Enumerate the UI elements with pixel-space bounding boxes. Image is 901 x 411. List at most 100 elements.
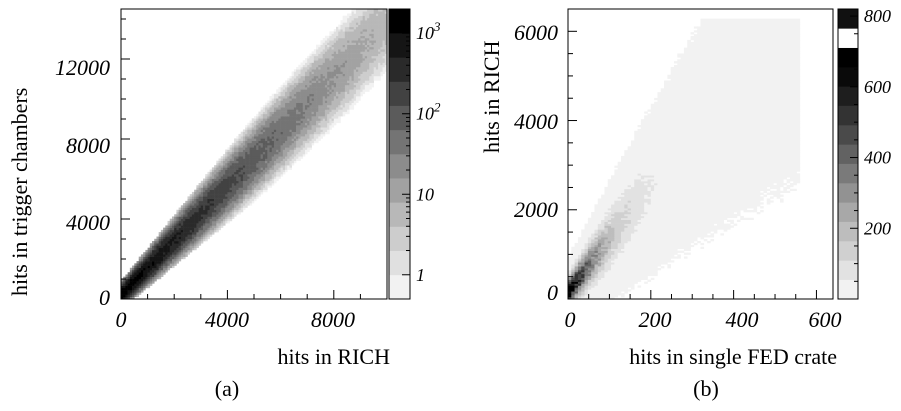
heatmap-cell xyxy=(336,98,339,101)
heatmap-cell xyxy=(198,198,202,202)
heatmap-cell xyxy=(607,196,612,199)
heatmap-cell xyxy=(129,287,133,291)
heatmap-cell xyxy=(247,200,250,204)
heatmap-cell xyxy=(183,256,186,260)
heatmap-cell xyxy=(324,89,328,92)
heatmap-cell xyxy=(340,55,343,59)
heatmap-cell xyxy=(309,89,312,92)
heatmap-cell xyxy=(614,169,618,172)
heatmap-cell xyxy=(617,206,622,209)
heatmap-cell xyxy=(342,96,346,99)
heatmap-cell xyxy=(574,293,579,296)
heatmap-cell xyxy=(574,277,579,280)
heatmap-cell xyxy=(617,173,622,176)
heatmap-cell xyxy=(220,225,224,228)
heatmap-cell xyxy=(289,80,292,83)
heatmap-cell xyxy=(258,154,261,157)
heatmap-cell xyxy=(327,129,330,132)
heatmap-cell xyxy=(351,15,355,19)
heatmap-cell xyxy=(351,60,355,63)
heatmap-cell xyxy=(273,145,277,148)
heatmap-cell xyxy=(234,200,237,204)
heatmap-cell xyxy=(251,198,255,202)
heatmap-cell xyxy=(309,60,312,63)
heatmap-cell xyxy=(621,171,625,174)
heatmap-cell xyxy=(152,267,155,271)
heatmap-cell xyxy=(594,242,599,246)
heatmap-cell xyxy=(313,98,317,101)
heatmap-cell xyxy=(293,118,297,121)
heatmap-cell xyxy=(311,122,315,126)
heatmap-cell xyxy=(349,20,352,23)
heatmap-cell xyxy=(229,165,233,168)
heatmap-cell xyxy=(327,44,330,48)
heatmap-cell xyxy=(627,281,632,284)
heatmap-cell xyxy=(251,187,255,190)
heatmap-cell xyxy=(378,9,381,12)
heatmap-cell xyxy=(132,272,135,275)
heatmap-cell xyxy=(627,264,632,267)
heatmap-cell xyxy=(320,118,324,121)
heatmap-cell xyxy=(267,122,270,126)
heatmap-cell xyxy=(183,234,186,237)
heatmap-cell xyxy=(285,96,288,99)
heatmap-cell xyxy=(196,220,199,224)
heatmap-cell xyxy=(300,87,304,90)
heatmap-cell xyxy=(203,205,206,208)
heatmap-cell xyxy=(621,161,625,164)
heatmap-cell xyxy=(160,272,164,275)
heatmap-cell xyxy=(316,131,319,135)
heatmap-cell xyxy=(587,248,592,251)
heatmap-cell xyxy=(269,96,273,99)
heatmap-cell xyxy=(307,71,310,74)
heatmap-cell xyxy=(318,138,321,141)
heatmap-cell xyxy=(249,198,253,202)
heatmap-cell xyxy=(121,292,124,295)
panel-a-label: (a) xyxy=(215,376,239,401)
heatmap-cell xyxy=(617,192,622,195)
heatmap-cell xyxy=(203,194,206,197)
heatmap-cell xyxy=(360,44,363,48)
heatmap-cell xyxy=(371,9,374,12)
heatmap-cell xyxy=(324,125,328,128)
heatmap-cell xyxy=(611,260,615,263)
heatmap-cell xyxy=(234,209,237,213)
heatmap-cell xyxy=(333,60,337,63)
heatmap-cell xyxy=(282,125,286,128)
heatmap-cell xyxy=(280,162,284,166)
heatmap-cell xyxy=(262,187,266,190)
heatmap-cell xyxy=(273,116,277,119)
heatmap-cell xyxy=(234,191,237,195)
heatmap-cell xyxy=(245,183,248,186)
heatmap-cell xyxy=(571,270,575,273)
heatmap-cell xyxy=(145,276,148,280)
heatmap-cell xyxy=(214,187,217,190)
heatmap-cell xyxy=(198,220,202,224)
heatmap-cell xyxy=(260,162,264,166)
heatmap-cell xyxy=(302,109,306,112)
heatmap-cell xyxy=(320,46,324,50)
heatmap-cell xyxy=(125,285,128,289)
heatmap-cell xyxy=(138,281,142,284)
heatmap-cell xyxy=(574,264,579,267)
heatmap-cell xyxy=(597,291,602,294)
heatmap-cell xyxy=(604,268,609,271)
heatmap-cell xyxy=(198,234,202,237)
heatmap-cell xyxy=(207,176,210,179)
heatmap-cell xyxy=(333,44,337,48)
heatmap-cell xyxy=(203,200,206,204)
heatmap-cell xyxy=(611,231,615,234)
heatmap-cell xyxy=(198,203,202,206)
heatmap-cell xyxy=(614,173,618,176)
heatmap-cell xyxy=(229,149,233,153)
heatmap-cell xyxy=(304,78,308,81)
heatmap-cell xyxy=(591,241,595,244)
heatmap-cell xyxy=(156,272,159,275)
heatmap-cell xyxy=(342,31,346,34)
heatmap-cell xyxy=(222,183,226,186)
heatmap-cell xyxy=(353,67,357,70)
heatmap-cell xyxy=(358,11,361,14)
heatmap-cell xyxy=(316,78,319,81)
heatmap-cell xyxy=(313,100,317,103)
heatmap-cell xyxy=(218,165,222,168)
